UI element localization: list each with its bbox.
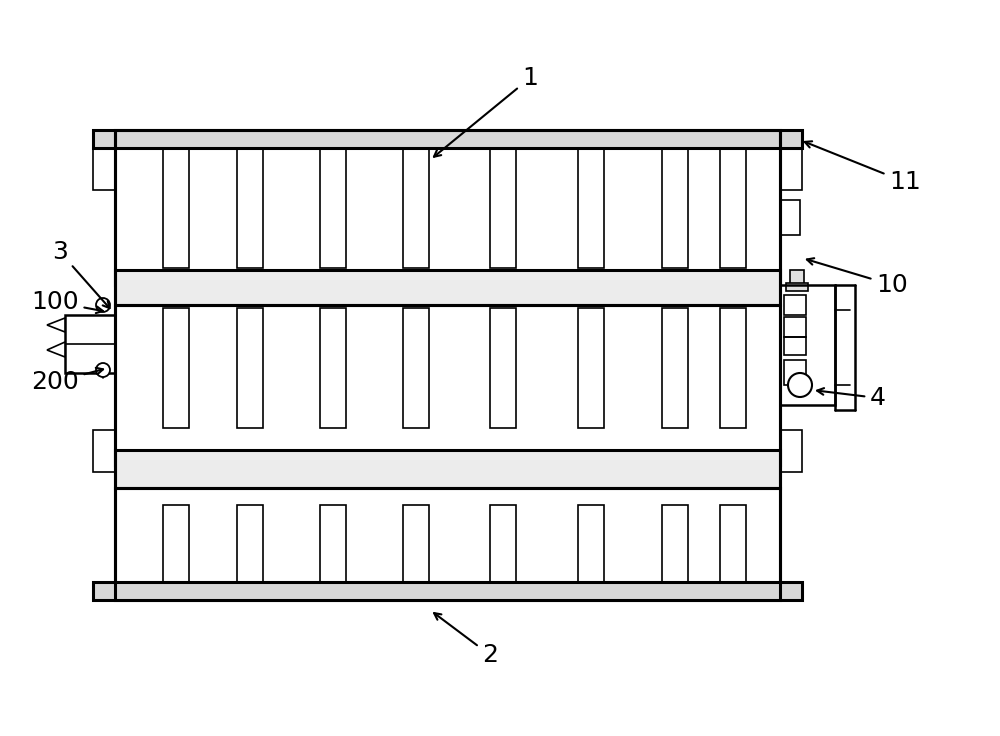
Bar [784, 317, 806, 337]
Bar [784, 295, 806, 315]
Bar [662, 505, 688, 585]
Bar [93, 148, 115, 190]
Text: 3: 3 [52, 240, 110, 308]
Bar [163, 148, 189, 268]
Bar [578, 505, 604, 585]
Bar [490, 308, 516, 428]
Bar [662, 308, 688, 428]
Bar [490, 148, 516, 268]
Bar [780, 148, 802, 190]
Text: 200: 200 [31, 368, 103, 394]
Bar [115, 270, 780, 305]
Bar [780, 430, 802, 472]
Text: 1: 1 [434, 66, 538, 157]
Bar [403, 308, 429, 428]
Bar [163, 308, 189, 428]
Bar [163, 505, 189, 585]
Bar [780, 285, 835, 405]
Bar [490, 505, 516, 585]
Bar [662, 148, 688, 268]
Bar [578, 148, 604, 268]
Bar [115, 305, 780, 465]
Bar [403, 148, 429, 268]
Text: 2: 2 [434, 613, 498, 667]
Text: 11: 11 [805, 141, 921, 194]
Bar [93, 430, 115, 472]
Bar [720, 505, 746, 585]
Circle shape [96, 363, 110, 377]
Bar [237, 148, 263, 268]
Bar [237, 308, 263, 428]
Text: 4: 4 [817, 386, 886, 410]
Text: 10: 10 [807, 258, 908, 297]
Bar [237, 505, 263, 585]
Bar [720, 148, 746, 268]
Bar [115, 450, 780, 488]
Bar [786, 283, 808, 291]
Bar [115, 130, 780, 285]
Bar [780, 200, 800, 235]
Bar [65, 315, 115, 373]
Bar [320, 308, 346, 428]
Bar [784, 337, 806, 355]
Polygon shape [47, 342, 65, 357]
Bar [790, 270, 804, 285]
Bar [320, 505, 346, 585]
Bar [320, 148, 346, 268]
Bar [115, 488, 780, 600]
Bar [93, 130, 802, 148]
Bar [93, 582, 802, 600]
Bar [578, 308, 604, 428]
Polygon shape [47, 318, 65, 332]
Bar [784, 360, 806, 385]
Circle shape [96, 298, 110, 312]
Text: 100: 100 [31, 290, 103, 314]
Bar [720, 308, 746, 428]
Bar [403, 505, 429, 585]
Circle shape [788, 373, 812, 397]
